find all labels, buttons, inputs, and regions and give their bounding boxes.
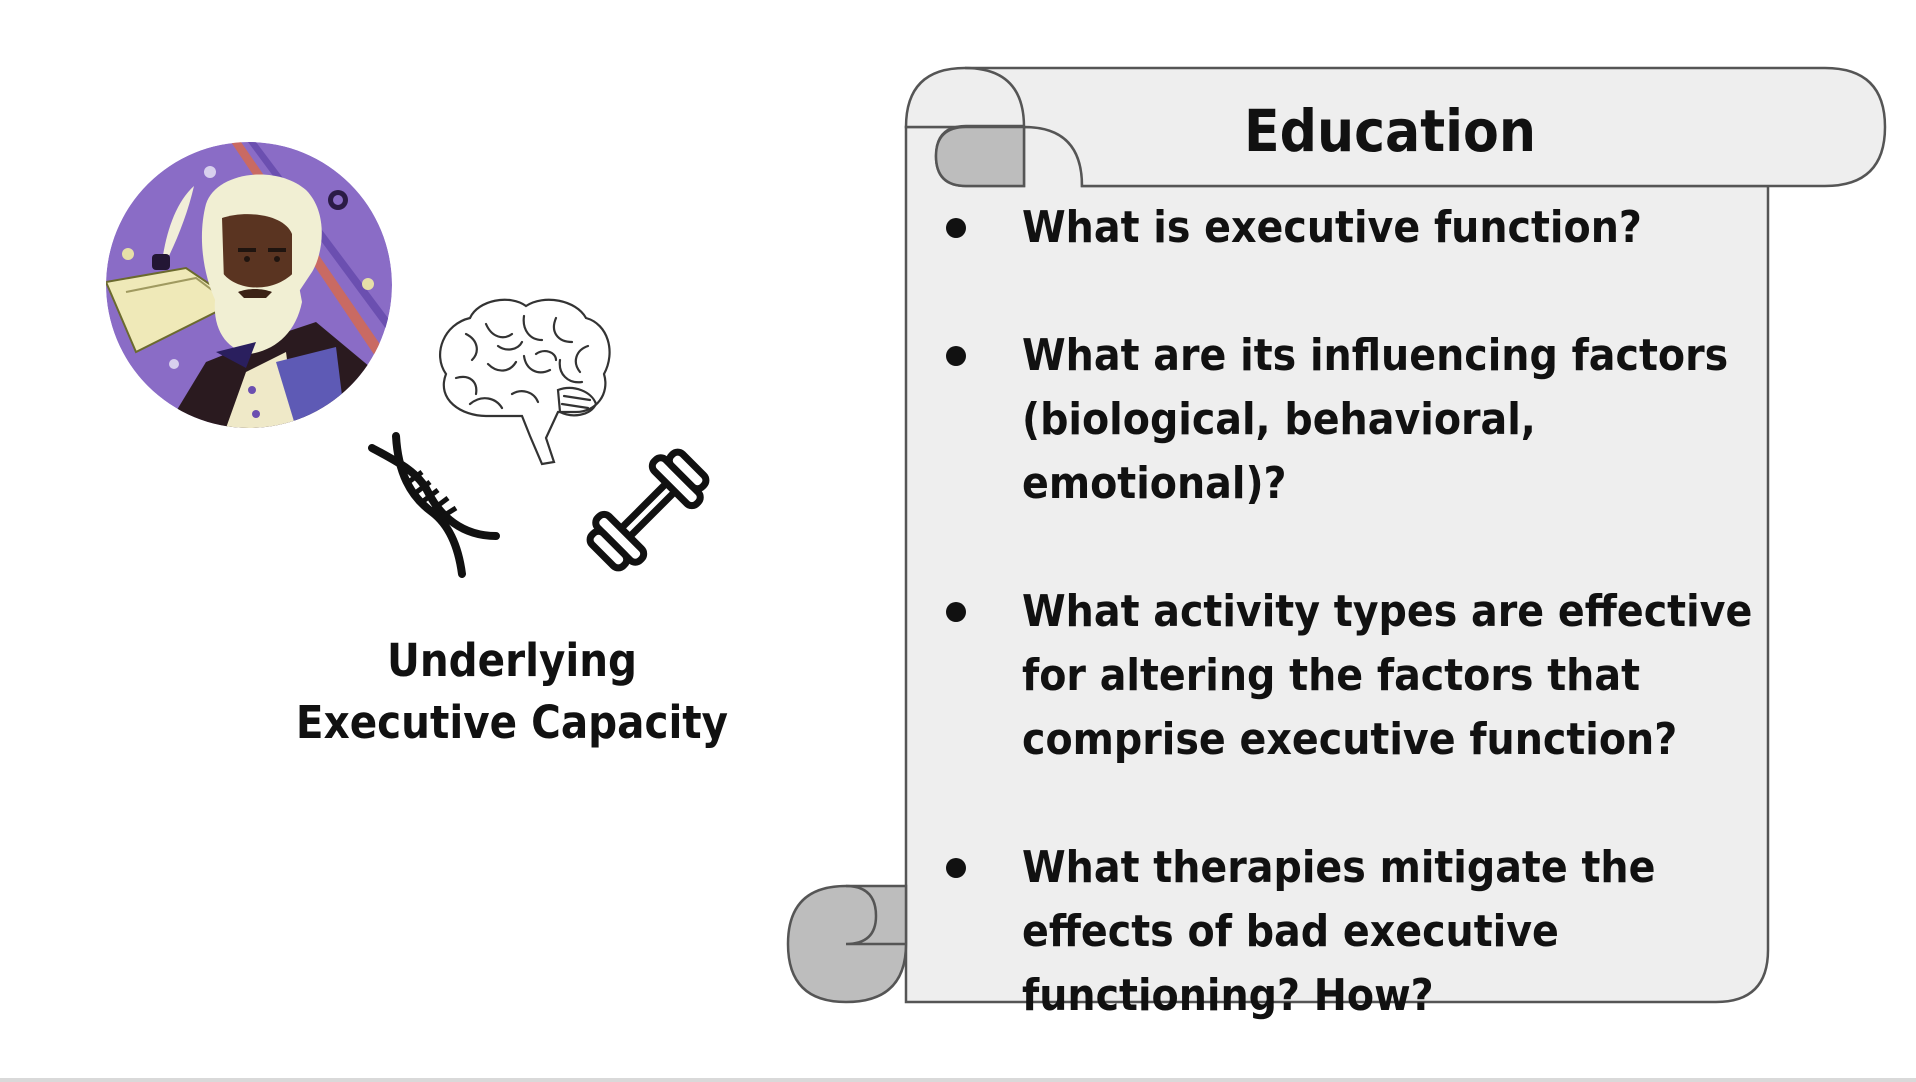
bullet-icon — [946, 858, 966, 878]
question-text: What is executive function? — [1022, 202, 1642, 253]
caption-line-1: Underlying — [386, 634, 638, 687]
capacity-caption: Underlying Executive Capacity — [270, 630, 754, 754]
portrait-illustration — [106, 142, 392, 428]
question-text: What activity types are effective for al… — [1022, 586, 1753, 765]
caption-line-2: Executive Capacity — [295, 696, 729, 749]
question-item: What activity types are effective for al… — [934, 580, 1774, 772]
scroll-title: Education — [1243, 97, 1537, 165]
dumbbell-icon — [586, 448, 710, 572]
bottom-divider — [0, 1078, 1916, 1082]
question-text: What therapies mitigate the effects of b… — [1022, 842, 1656, 1021]
dna-icon — [368, 432, 500, 578]
brain-icon — [438, 298, 611, 466]
question-text: What are its influencing factors (biolog… — [1022, 330, 1729, 509]
bullet-icon — [946, 602, 966, 622]
question-item: What therapies mitigate the effects of b… — [934, 836, 1774, 1028]
question-item: What are its influencing factors (biolog… — [934, 324, 1774, 516]
bullet-icon — [946, 218, 966, 238]
question-list: What is executive function? What are its… — [934, 196, 1774, 1028]
bullet-icon — [946, 346, 966, 366]
question-item: What is executive function? — [934, 196, 1774, 260]
